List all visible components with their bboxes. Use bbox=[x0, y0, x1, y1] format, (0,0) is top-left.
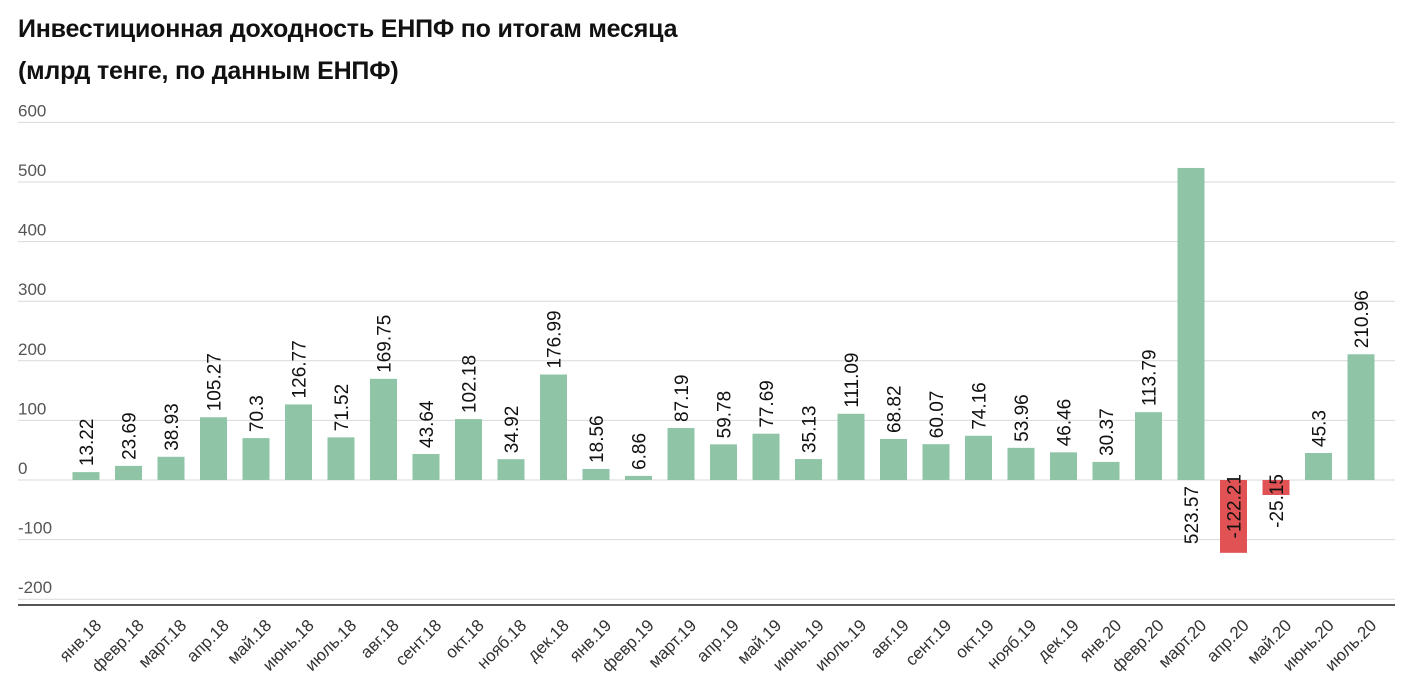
data-label: -122.21 bbox=[1225, 474, 1246, 538]
data-label: 38.93 bbox=[162, 403, 183, 451]
data-label: 60.07 bbox=[927, 391, 948, 439]
x-tick-label: дек.18 bbox=[524, 616, 573, 665]
bar bbox=[1050, 452, 1077, 480]
data-label: 30.37 bbox=[1097, 408, 1118, 456]
x-tick-label: дек.19 bbox=[1034, 616, 1083, 665]
data-label: 43.64 bbox=[417, 400, 438, 448]
data-label: 13.22 bbox=[77, 419, 98, 467]
bar bbox=[200, 417, 227, 480]
data-label: 46.46 bbox=[1055, 399, 1076, 447]
data-label: 71.52 bbox=[332, 384, 353, 432]
y-tick-label: -100 bbox=[18, 519, 52, 538]
x-tick-label: сент.19 bbox=[902, 616, 956, 670]
bar bbox=[837, 413, 865, 480]
y-tick-label: 400 bbox=[18, 221, 46, 240]
data-label: 23.69 bbox=[120, 412, 141, 460]
x-tick-label: сент.18 bbox=[392, 616, 446, 670]
data-label: 87.19 bbox=[672, 374, 693, 422]
x-tick-label: март.18 bbox=[135, 616, 191, 672]
bar bbox=[497, 459, 525, 480]
chart-title-line1: Инвестиционная доходность ЕНПФ по итогам… bbox=[18, 15, 678, 43]
chart-title: Инвестиционная доходность ЕНПФ по итогам… bbox=[18, 8, 678, 92]
bar bbox=[1305, 453, 1332, 480]
data-label: 74.16 bbox=[970, 382, 991, 430]
data-label: 6.86 bbox=[630, 433, 651, 470]
y-axis-tick-labels: 600 500 400 300 200 100 0 -100 -200 bbox=[18, 101, 52, 597]
bar bbox=[115, 465, 142, 480]
y-tick-label: 100 bbox=[18, 399, 46, 418]
bar bbox=[1177, 167, 1205, 481]
bar bbox=[327, 437, 355, 480]
data-label: 210.96 bbox=[1352, 290, 1373, 348]
data-labels: 13.22 23.69 38.93 105.27 70.3 126.77 71.52 169.… bbox=[77, 290, 1373, 544]
bar bbox=[370, 378, 397, 480]
data-label: 77.69 bbox=[757, 380, 778, 428]
data-label: 35.13 bbox=[800, 406, 821, 454]
data-label: 102.18 bbox=[460, 355, 481, 413]
data-label: 59.78 bbox=[715, 391, 736, 439]
data-label: 105.27 bbox=[205, 353, 226, 411]
bar bbox=[795, 459, 822, 480]
data-label: -25.15 bbox=[1267, 474, 1288, 528]
x-tick-label: апр.19 bbox=[693, 616, 743, 666]
bar bbox=[582, 468, 610, 480]
bar bbox=[1135, 412, 1162, 480]
bar bbox=[1007, 447, 1035, 480]
y-tick-label: 600 bbox=[18, 101, 46, 120]
x-tick-label: апр.20 bbox=[1203, 616, 1253, 666]
bar bbox=[752, 433, 780, 480]
bar bbox=[285, 404, 312, 480]
data-label: 53.96 bbox=[1012, 394, 1033, 442]
bar bbox=[1220, 480, 1247, 553]
bar bbox=[667, 428, 695, 480]
x-tick-label: апр.18 bbox=[183, 616, 233, 666]
data-label: 68.82 bbox=[885, 385, 906, 433]
y-tick-label: 500 bbox=[18, 161, 46, 180]
bar bbox=[540, 374, 567, 480]
y-tick-label: 300 bbox=[18, 280, 46, 299]
bar bbox=[72, 472, 100, 480]
bar bbox=[1347, 354, 1375, 480]
y-tick-label: -200 bbox=[18, 578, 52, 597]
data-label: 176.99 bbox=[545, 310, 566, 368]
x-axis-tick-labels: янв.18февр.18март.18апр.18май.18июнь.18и… bbox=[56, 616, 1381, 676]
gridlines bbox=[18, 121, 1395, 606]
bar bbox=[1262, 480, 1290, 495]
bars bbox=[72, 167, 1375, 553]
y-tick-label: 0 bbox=[18, 459, 27, 478]
bar bbox=[965, 435, 992, 480]
data-label: 169.75 bbox=[375, 315, 396, 373]
data-label: 523.57 bbox=[1182, 486, 1203, 544]
bar bbox=[242, 438, 270, 480]
data-label: 70.3 bbox=[247, 395, 268, 432]
bar bbox=[412, 453, 440, 480]
bar bbox=[922, 444, 950, 480]
bar bbox=[455, 419, 482, 480]
bar bbox=[625, 475, 652, 480]
bar bbox=[1092, 461, 1120, 480]
x-tick-label: март.19 bbox=[645, 616, 701, 672]
bar bbox=[157, 456, 185, 480]
bar bbox=[710, 444, 737, 480]
data-label: 111.09 bbox=[842, 352, 863, 407]
data-label: 126.77 bbox=[290, 340, 311, 398]
chart-title-line2: (млрд тенге, по данным ЕНПФ) bbox=[18, 57, 399, 85]
x-tick-label: март.20 bbox=[1155, 616, 1211, 672]
data-label: 18.56 bbox=[587, 415, 608, 463]
bar bbox=[880, 438, 907, 480]
data-label: 45.3 bbox=[1310, 410, 1331, 447]
y-tick-label: 200 bbox=[18, 340, 46, 359]
data-label: 34.92 bbox=[502, 406, 523, 454]
data-label: 113.79 bbox=[1140, 349, 1161, 406]
